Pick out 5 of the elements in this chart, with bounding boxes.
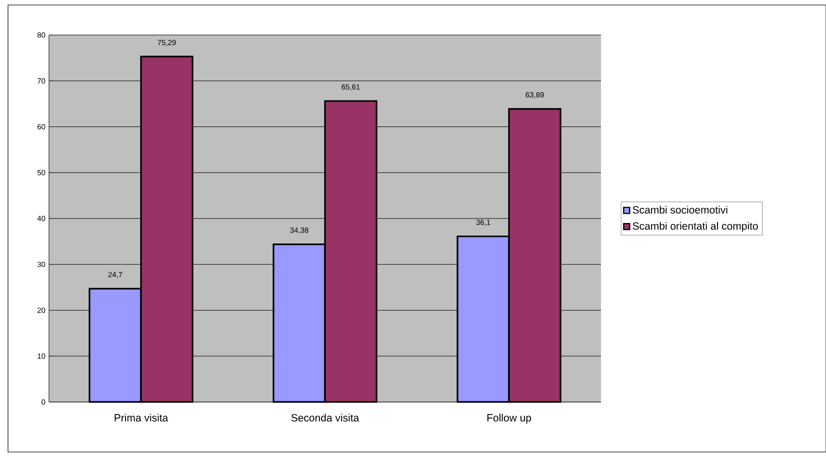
legend-label: Scambi orientati al compito bbox=[632, 222, 758, 232]
x-tick-label: Prima visita bbox=[114, 414, 168, 422]
x-tick-label: Follow up bbox=[487, 414, 532, 424]
x-tick-label: Seconda visita bbox=[291, 414, 360, 422]
legend-label: Scambi socioemotivi bbox=[632, 206, 728, 214]
